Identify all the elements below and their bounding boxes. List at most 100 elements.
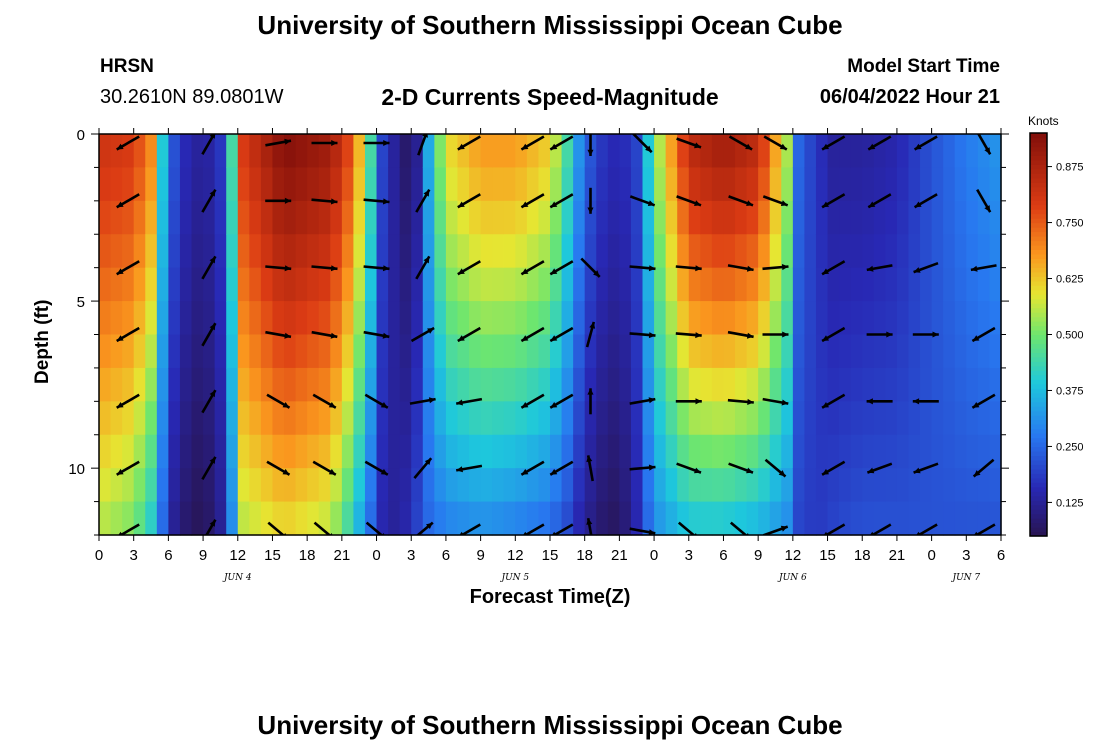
vector-head bbox=[116, 268, 124, 275]
heatmap-cell bbox=[896, 401, 910, 436]
current-vector bbox=[976, 188, 992, 213]
heatmap-cell bbox=[758, 501, 771, 536]
heatmap-cell bbox=[977, 301, 991, 336]
heatmap-cell bbox=[573, 434, 586, 469]
heatmap-cell bbox=[977, 234, 991, 269]
heatmap-cell bbox=[954, 401, 967, 436]
colorbar-swatch bbox=[1030, 325, 1047, 331]
heatmap-cell bbox=[769, 301, 782, 336]
heatmap-cell bbox=[434, 167, 447, 202]
colorbar-tick-label: 0.375 bbox=[1056, 385, 1084, 397]
current-vector bbox=[266, 393, 291, 409]
current-vector bbox=[116, 193, 140, 209]
heatmap-cell bbox=[99, 334, 112, 369]
current-vector bbox=[457, 326, 481, 343]
heatmap-cell bbox=[654, 434, 667, 469]
heatmap-cell bbox=[735, 134, 748, 169]
x-tick-label: 6 bbox=[719, 547, 727, 564]
heatmap-cell bbox=[654, 234, 667, 269]
heatmap-cell bbox=[607, 334, 620, 369]
heatmap-cell bbox=[584, 334, 597, 369]
vector-head bbox=[647, 200, 655, 206]
x-tick-label: 9 bbox=[476, 547, 484, 564]
x-tick-label: 21 bbox=[611, 547, 628, 564]
heatmap-cell bbox=[596, 367, 609, 402]
heatmap-cell bbox=[99, 200, 112, 235]
heatmap-cell bbox=[908, 401, 921, 436]
current-vector bbox=[912, 331, 939, 338]
heatmap-cell bbox=[989, 267, 1002, 302]
current-vector bbox=[972, 458, 995, 478]
heatmap-cell bbox=[550, 367, 563, 402]
heatmap-cell bbox=[619, 267, 632, 302]
heatmap-cell bbox=[827, 167, 840, 202]
heatmap-cell bbox=[862, 167, 875, 202]
colorbar-tick-label: 0.125 bbox=[1056, 497, 1084, 509]
heatmap-cell bbox=[896, 301, 910, 336]
x-tick-label: 18 bbox=[854, 547, 871, 564]
current-vector bbox=[549, 260, 574, 276]
x-tick-label: 21 bbox=[889, 547, 906, 564]
heatmap-cell bbox=[422, 434, 435, 469]
heatmap-cell bbox=[654, 167, 667, 202]
heatmap-cell bbox=[307, 267, 320, 302]
heatmap-cell bbox=[839, 401, 852, 436]
colorbar-swatch bbox=[1030, 330, 1047, 336]
heatmap-cell bbox=[723, 501, 736, 536]
vector-head bbox=[867, 467, 875, 474]
heatmap-cell bbox=[746, 134, 759, 169]
vector-head bbox=[426, 522, 433, 529]
current-vector bbox=[629, 265, 656, 272]
current-vector bbox=[265, 197, 292, 204]
heatmap-cell bbox=[388, 334, 401, 369]
heatmap-cell bbox=[191, 267, 204, 302]
heatmap-cell bbox=[920, 401, 933, 436]
heatmap-cell bbox=[642, 501, 655, 536]
heatmap-cell bbox=[226, 267, 239, 302]
heatmap-cell bbox=[376, 468, 389, 503]
heatmap-cell bbox=[896, 134, 910, 169]
heatmap-cell bbox=[318, 468, 331, 503]
heatmap-cell bbox=[469, 301, 482, 336]
heatmap-cell bbox=[145, 367, 158, 402]
heatmap-cell bbox=[203, 434, 216, 469]
current-vector bbox=[821, 393, 846, 409]
heatmap-cell bbox=[168, 200, 181, 235]
heatmap-cell bbox=[920, 167, 933, 202]
heatmap-cell bbox=[145, 468, 158, 503]
heatmap-cell bbox=[422, 367, 435, 402]
heatmap-cell bbox=[561, 434, 574, 469]
vector-shaft bbox=[729, 521, 748, 535]
heatmap-cell bbox=[179, 167, 193, 202]
current-vector bbox=[201, 188, 217, 213]
heatmap-cell bbox=[422, 134, 435, 169]
heatmap-cell bbox=[538, 234, 551, 269]
heatmap-cell bbox=[284, 267, 297, 302]
current-vector bbox=[821, 193, 846, 209]
heatmap-cell bbox=[284, 200, 297, 235]
current-vector bbox=[676, 195, 702, 207]
heatmap-cell bbox=[457, 367, 470, 402]
heatmap-cell bbox=[735, 301, 748, 336]
heatmap-cell bbox=[573, 501, 586, 536]
vector-head bbox=[822, 468, 829, 475]
heatmap-cell bbox=[815, 301, 829, 336]
heatmap-cell bbox=[214, 401, 227, 436]
colorbar-swatch bbox=[1030, 495, 1047, 501]
colorbar-swatch bbox=[1030, 289, 1047, 295]
heatmap-cell bbox=[642, 334, 655, 369]
heatmap-cell bbox=[815, 501, 829, 536]
heatmap-cell bbox=[388, 301, 401, 336]
current-vector bbox=[549, 460, 574, 476]
heatmap-cell bbox=[908, 134, 921, 169]
date-label: JUN 5 bbox=[499, 573, 529, 583]
heatmap-cell bbox=[943, 401, 956, 436]
heatmap-cell bbox=[711, 401, 725, 436]
vector-head bbox=[116, 201, 124, 208]
vector-head bbox=[209, 456, 216, 464]
heatmap-cell bbox=[318, 234, 331, 269]
heatmap-cell bbox=[723, 401, 736, 436]
heatmap-cell bbox=[596, 401, 609, 436]
heatmap-cell bbox=[619, 134, 632, 169]
heatmap-cell bbox=[260, 200, 274, 235]
